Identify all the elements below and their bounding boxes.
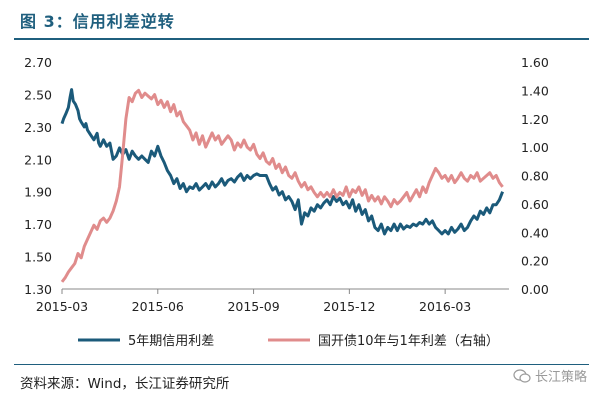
x-tick-label: 2015-09 bbox=[227, 299, 279, 314]
watermark: 长江策略 bbox=[513, 366, 587, 385]
y-right-tick-label: 1.40 bbox=[521, 83, 549, 98]
y-right-tick-label: 1.20 bbox=[521, 112, 549, 127]
chart-series bbox=[60, 88, 504, 283]
figure-title: 图 3：信用利差逆转 bbox=[20, 12, 175, 31]
y-right-tick-label: 0.80 bbox=[521, 169, 549, 184]
series-line-cdb-spread bbox=[60, 88, 504, 283]
wechat-icon bbox=[513, 368, 531, 383]
legend-label: 5年期信用利差 bbox=[128, 334, 214, 349]
x-tick-label: 2016-03 bbox=[419, 299, 471, 314]
y-right-tick-label: 1.60 bbox=[521, 55, 549, 70]
source-note: 资料来源：Wind，长江证券研究所 bbox=[20, 376, 230, 392]
legend-label: 国开债10年与1年利差（右轴） bbox=[318, 334, 499, 349]
y-left-tick-label: 2.70 bbox=[24, 55, 52, 70]
series-line-credit-spread bbox=[60, 88, 504, 236]
y-right-tick-label: 1.00 bbox=[521, 140, 549, 155]
x-tick-label: 2015-06 bbox=[132, 299, 184, 314]
y-left-tick-label: 1.70 bbox=[24, 217, 52, 232]
x-tick-label: 2015-03 bbox=[36, 299, 88, 314]
x-tick-label: 2015-12 bbox=[323, 299, 375, 314]
chart-legend: 5年期信用利差 国开债10年与1年利差（右轴） bbox=[78, 334, 499, 349]
y-left-tick-label: 1.30 bbox=[24, 282, 52, 297]
y-left-tick-label: 1.90 bbox=[24, 185, 52, 200]
y-left-tick-label: 2.30 bbox=[24, 120, 52, 135]
y-right-tick-label: 0.60 bbox=[521, 197, 549, 212]
chart-axes: 1.30 1.50 1.70 1.90 2.10 2.30 2.50 2.70 0.00 0.20… bbox=[24, 55, 549, 314]
y-left-tick-label: 2.10 bbox=[24, 152, 52, 167]
watermark-text: 长江策略 bbox=[534, 370, 587, 385]
y-left-tick-label: 1.50 bbox=[24, 250, 52, 265]
y-right-tick-label: 0.20 bbox=[521, 254, 549, 269]
y-right-tick-label: 0.00 bbox=[521, 282, 549, 297]
line-chart: 1.30 1.50 1.70 1.90 2.10 2.30 2.50 2.70 0.00 0.20… bbox=[24, 55, 549, 349]
title-rule bbox=[14, 38, 589, 40]
source-rule bbox=[14, 364, 589, 365]
y-right-tick-label: 0.40 bbox=[521, 225, 549, 240]
y-left-tick-label: 2.50 bbox=[24, 87, 52, 102]
